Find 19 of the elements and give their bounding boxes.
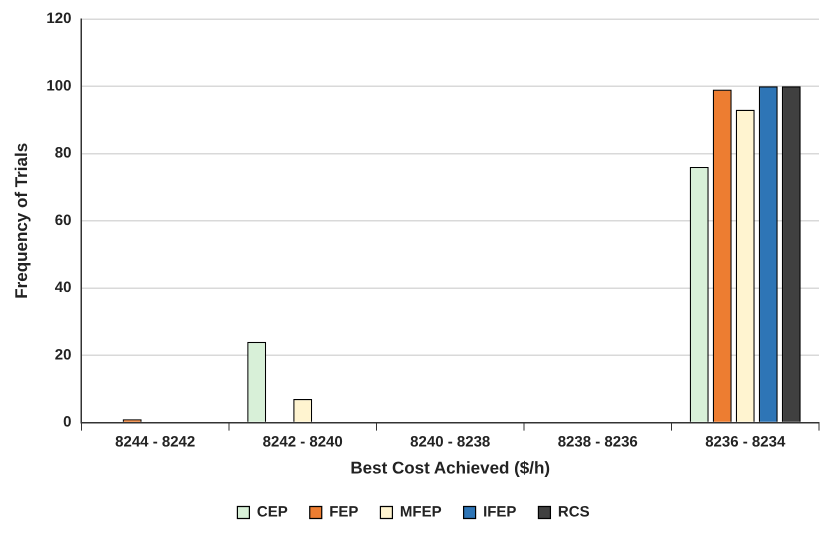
legend-label: FEP	[329, 504, 358, 521]
y-axis-title: Frequency of Trials	[12, 142, 31, 299]
y-tick-label: 60	[54, 212, 72, 229]
y-tick-label: 100	[46, 77, 72, 94]
x-tick-label: 8236 - 8234	[705, 434, 786, 451]
y-tick-label: 0	[63, 414, 72, 431]
x-tick-label: 8242 - 8240	[262, 434, 343, 451]
y-tick-label: 40	[54, 279, 72, 296]
legend-label: CEP	[256, 504, 288, 521]
x-tick-label: 8244 - 8242	[115, 434, 196, 451]
legend-label: RCS	[558, 504, 590, 521]
x-axis-title: Best Cost Achieved ($/h)	[350, 458, 550, 478]
x-tick-label: 8238 - 8236	[558, 434, 638, 451]
legend-label: IFEP	[483, 504, 516, 521]
y-tick-label: 20	[54, 346, 72, 364]
y-tick-label: 80	[54, 144, 72, 162]
legend-label: MFEP	[400, 504, 442, 521]
y-tick-label: 120	[46, 10, 72, 28]
x-tick-label: 8240 - 8238	[410, 434, 490, 451]
